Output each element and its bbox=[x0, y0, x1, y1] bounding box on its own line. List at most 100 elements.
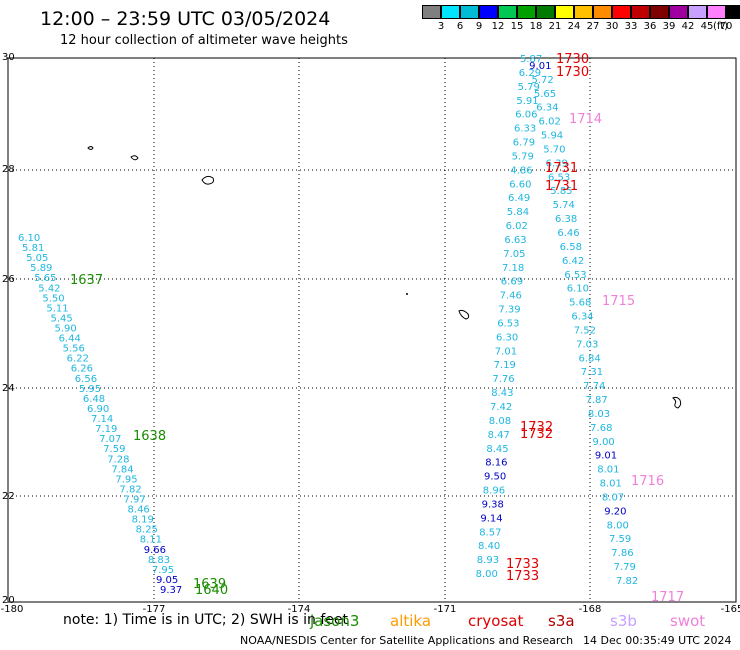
wave-height-label: 7.79 bbox=[614, 562, 636, 573]
wave-height-label: 5.91 bbox=[516, 96, 538, 107]
wave-height-label: 6.39 bbox=[546, 158, 568, 169]
wave-height-label: 6.53 bbox=[497, 318, 519, 329]
scale-label: 3 bbox=[437, 21, 445, 32]
wave-height-label: 5.85 bbox=[550, 186, 572, 197]
scale-swatch bbox=[593, 5, 612, 19]
wave-height-label: 8.43 bbox=[491, 388, 513, 399]
scale-swatch bbox=[498, 5, 517, 19]
wave-height-label: 7.46 bbox=[500, 291, 522, 302]
wave-height-label: 9.20 bbox=[604, 506, 626, 517]
scale-swatch bbox=[441, 5, 460, 19]
wave-height-label: 6.56 bbox=[75, 374, 97, 385]
wave-height-label: 5.74 bbox=[553, 200, 575, 211]
wave-height-label: 8.83 bbox=[148, 555, 170, 566]
wave-height-label: 9.38 bbox=[482, 499, 504, 510]
wave-height-label: 8.96 bbox=[483, 486, 505, 497]
island-shape bbox=[87, 146, 94, 150]
altimeter-tracks: 6.105.815.055.895.655.425.505.115.455.90… bbox=[18, 52, 684, 605]
scale-label: 24 bbox=[567, 21, 581, 32]
wave-height-label: 6.42 bbox=[562, 256, 584, 267]
wave-height-label: 5.56 bbox=[63, 344, 85, 355]
latitude-label: 24 bbox=[2, 383, 15, 394]
scale-swatch bbox=[669, 5, 688, 19]
wave-height-label: 8.57 bbox=[479, 527, 501, 538]
wave-height-label: 5.65 bbox=[534, 89, 556, 100]
wave-height-label: 7.18 bbox=[502, 263, 524, 274]
wave-height-label: 7.95 bbox=[115, 474, 137, 485]
scale-label: 15 bbox=[510, 21, 524, 32]
scale-label: 70 bbox=[719, 21, 733, 32]
wave-height-label: 8.16 bbox=[485, 458, 507, 469]
wave-height-label: 7.97 bbox=[123, 494, 145, 505]
page-title: 12:00 – 23:59 UTC 03/05/2024 bbox=[40, 8, 331, 30]
island-shape bbox=[201, 175, 214, 185]
time-tag: 1717 bbox=[651, 590, 684, 605]
scale-label: 18 bbox=[529, 21, 543, 32]
longitude-label: -174 bbox=[288, 604, 311, 615]
scale-label: 36 bbox=[643, 21, 657, 32]
time-tag: 1733 bbox=[506, 557, 539, 572]
wave-height-label: 8.00 bbox=[607, 520, 629, 531]
longitude-label: -177 bbox=[143, 604, 166, 615]
wave-height-label: 6.49 bbox=[508, 193, 530, 204]
wave-height-label: 7.01 bbox=[495, 346, 517, 357]
wave-height-label: 5.84 bbox=[507, 207, 529, 218]
time-tag: 1732 bbox=[520, 427, 553, 442]
wave-height-label: 5.65 bbox=[34, 273, 56, 284]
scale-swatch bbox=[688, 5, 707, 19]
time-tag: 1637 bbox=[70, 273, 103, 288]
wave-height-label: 8.45 bbox=[486, 444, 508, 455]
scale-label: 12 bbox=[491, 21, 505, 32]
wave-height-label: 7.19 bbox=[494, 360, 516, 371]
time-tag: 1730 bbox=[556, 65, 589, 80]
wave-height-label: 5.95 bbox=[79, 384, 101, 395]
wave-height-label: 7.05 bbox=[503, 249, 525, 260]
satellite-legend-entry: s3b bbox=[610, 612, 637, 630]
satellite-legend-entry: s3a bbox=[548, 612, 575, 630]
wave-height-label: 8.25 bbox=[136, 525, 158, 536]
generated-timestamp: 14 Dec 00:35:49 UTC 2024 bbox=[583, 634, 732, 647]
wave-height-label: 6.10 bbox=[567, 284, 589, 295]
wave-height-label: 5.72 bbox=[532, 75, 554, 86]
satellite-legend-entry: swot bbox=[670, 612, 706, 630]
wave-height-label: 8.40 bbox=[478, 541, 500, 552]
time-tag: 1731 bbox=[545, 161, 578, 176]
wave-height-label: 6.30 bbox=[496, 332, 518, 343]
wave-height-label: 9.66 bbox=[144, 545, 166, 556]
wave-height-label: 8.08 bbox=[489, 416, 511, 427]
wave-height-label: 7.82 bbox=[616, 576, 638, 587]
wave-height-label: 6.44 bbox=[59, 334, 81, 345]
island-dot bbox=[406, 293, 408, 295]
footer-note: note: 1) Time is in UTC; 2) SWH is in fe… bbox=[63, 612, 349, 628]
island-shape bbox=[458, 309, 470, 320]
wave-height-label: 6.10 bbox=[18, 233, 40, 244]
wave-height-label: 6.84 bbox=[578, 353, 600, 364]
wave-height-label: 8.46 bbox=[128, 505, 150, 516]
island-shape bbox=[130, 155, 139, 161]
wave-height-label: 9.01 bbox=[529, 61, 551, 72]
credit-line: NOAA/NESDIS Center for Satellite Applica… bbox=[240, 634, 574, 647]
wave-height-label: 6.53 bbox=[548, 172, 570, 183]
longitude-label: -180 bbox=[1, 604, 24, 615]
time-tag: 1639 bbox=[193, 577, 226, 592]
wave-height-label: 6.38 bbox=[555, 214, 577, 225]
wave-height-label: 7.84 bbox=[111, 464, 133, 475]
wave-height-label: 9.37 bbox=[160, 585, 182, 596]
longitude-label: -165 bbox=[721, 604, 740, 615]
wave-height-label: 6.48 bbox=[83, 394, 105, 405]
latitude-label: 22 bbox=[2, 491, 15, 502]
wave-height-label: 7.52 bbox=[574, 325, 596, 336]
wave-height-label: 6.22 bbox=[67, 354, 89, 365]
wave-height-label: 5.68 bbox=[569, 298, 591, 309]
time-tag: 1640 bbox=[195, 583, 228, 598]
wave-height-label: 7.14 bbox=[91, 414, 113, 425]
wave-height-label: 7.19 bbox=[95, 424, 117, 435]
wave-height-label: 5.50 bbox=[42, 293, 64, 304]
time-tag: 1638 bbox=[133, 429, 166, 444]
scale-swatch bbox=[612, 5, 631, 19]
wave-height-label: 6.63 bbox=[504, 235, 526, 246]
scale-swatch bbox=[574, 5, 593, 19]
wave-height-label: 7.07 bbox=[99, 434, 121, 445]
scale-label: 9 bbox=[475, 21, 483, 32]
